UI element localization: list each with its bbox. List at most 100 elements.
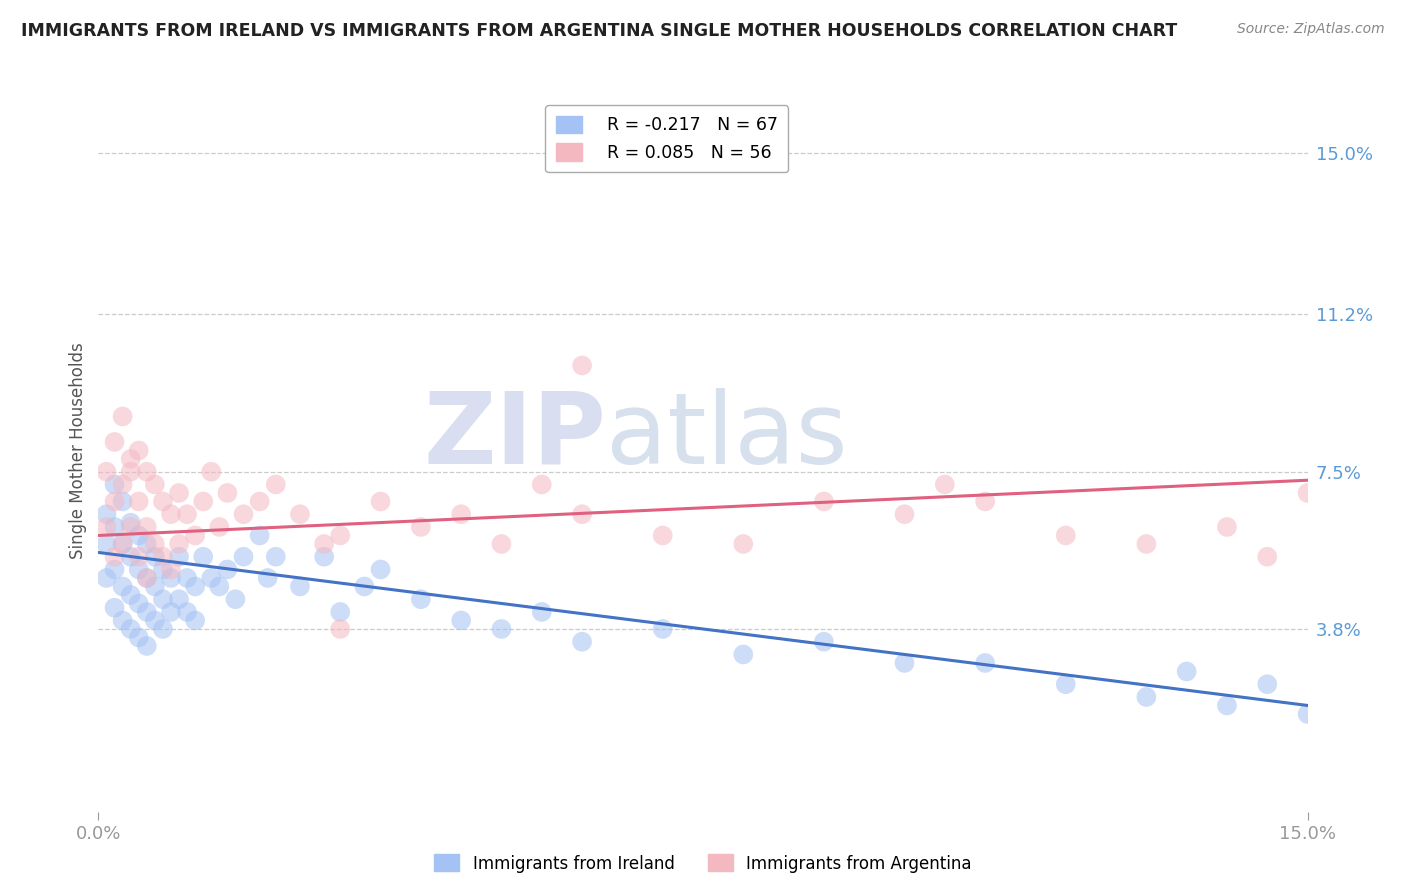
- Point: [184, 579, 207, 593]
- Point: [571, 507, 593, 521]
- Point: [152, 562, 174, 576]
- Legend: Immigrants from Ireland, Immigrants from Argentina: Immigrants from Ireland, Immigrants from…: [427, 847, 979, 880]
- Point: [571, 359, 593, 373]
- Point: [329, 528, 352, 542]
- Point: [143, 549, 166, 564]
- Point: [1054, 677, 1077, 691]
- Point: [103, 477, 125, 491]
- Point: [571, 634, 593, 648]
- Point: [152, 592, 174, 607]
- Point: [96, 465, 118, 479]
- Point: [813, 494, 835, 508]
- Point: [1135, 537, 1157, 551]
- Point: [167, 592, 190, 607]
- Point: [111, 537, 134, 551]
- Point: [491, 622, 513, 636]
- Point: [135, 571, 157, 585]
- Point: [120, 465, 142, 479]
- Point: [651, 528, 673, 542]
- Point: [103, 494, 125, 508]
- Point: [264, 549, 287, 564]
- Point: [314, 549, 336, 564]
- Point: [288, 579, 311, 593]
- Point: [120, 452, 142, 467]
- Point: [143, 614, 166, 628]
- Point: [450, 507, 472, 521]
- Point: [111, 409, 134, 424]
- Point: [103, 600, 125, 615]
- Point: [111, 579, 134, 593]
- Point: [152, 494, 174, 508]
- Y-axis label: Single Mother Households: Single Mother Households: [69, 343, 87, 558]
- Text: atlas: atlas: [606, 387, 848, 484]
- Point: [264, 477, 287, 491]
- Point: [152, 549, 174, 564]
- Point: [200, 465, 222, 479]
- Point: [370, 494, 392, 508]
- Text: IMMIGRANTS FROM IRELAND VS IMMIGRANTS FROM ARGENTINA SINGLE MOTHER HOUSEHOLDS CO: IMMIGRANTS FROM IRELAND VS IMMIGRANTS FR…: [21, 22, 1177, 40]
- Point: [128, 528, 150, 542]
- Point: [176, 571, 198, 585]
- Point: [249, 494, 271, 508]
- Point: [1175, 665, 1198, 679]
- Point: [1296, 486, 1319, 500]
- Point: [143, 537, 166, 551]
- Point: [288, 507, 311, 521]
- Point: [120, 520, 142, 534]
- Point: [160, 605, 183, 619]
- Point: [232, 507, 254, 521]
- Point: [176, 605, 198, 619]
- Point: [184, 614, 207, 628]
- Point: [530, 605, 553, 619]
- Point: [160, 562, 183, 576]
- Point: [128, 443, 150, 458]
- Point: [249, 528, 271, 542]
- Point: [128, 562, 150, 576]
- Point: [160, 571, 183, 585]
- Point: [135, 520, 157, 534]
- Point: [128, 549, 150, 564]
- Point: [96, 571, 118, 585]
- Point: [1135, 690, 1157, 704]
- Point: [733, 648, 755, 662]
- Point: [111, 494, 134, 508]
- Point: [1216, 520, 1239, 534]
- Point: [329, 605, 352, 619]
- Point: [1216, 698, 1239, 713]
- Point: [111, 477, 134, 491]
- Point: [974, 494, 997, 508]
- Point: [96, 520, 118, 534]
- Point: [128, 631, 150, 645]
- Point: [167, 537, 190, 551]
- Point: [256, 571, 278, 585]
- Point: [96, 507, 118, 521]
- Point: [184, 528, 207, 542]
- Point: [893, 656, 915, 670]
- Point: [143, 579, 166, 593]
- Point: [1256, 549, 1278, 564]
- Point: [934, 477, 956, 491]
- Point: [1054, 528, 1077, 542]
- Point: [193, 549, 215, 564]
- Legend:   R = -0.217   N = 67,   R = 0.085   N = 56: R = -0.217 N = 67, R = 0.085 N = 56: [546, 105, 789, 172]
- Point: [135, 537, 157, 551]
- Point: [353, 579, 375, 593]
- Point: [103, 562, 125, 576]
- Point: [329, 622, 352, 636]
- Point: [167, 486, 190, 500]
- Point: [409, 592, 432, 607]
- Point: [314, 537, 336, 551]
- Point: [1296, 706, 1319, 721]
- Point: [128, 494, 150, 508]
- Point: [103, 520, 125, 534]
- Point: [370, 562, 392, 576]
- Point: [232, 549, 254, 564]
- Point: [152, 622, 174, 636]
- Point: [103, 549, 125, 564]
- Point: [120, 516, 142, 530]
- Text: ZIP: ZIP: [423, 387, 606, 484]
- Point: [135, 465, 157, 479]
- Point: [530, 477, 553, 491]
- Point: [120, 549, 142, 564]
- Point: [143, 477, 166, 491]
